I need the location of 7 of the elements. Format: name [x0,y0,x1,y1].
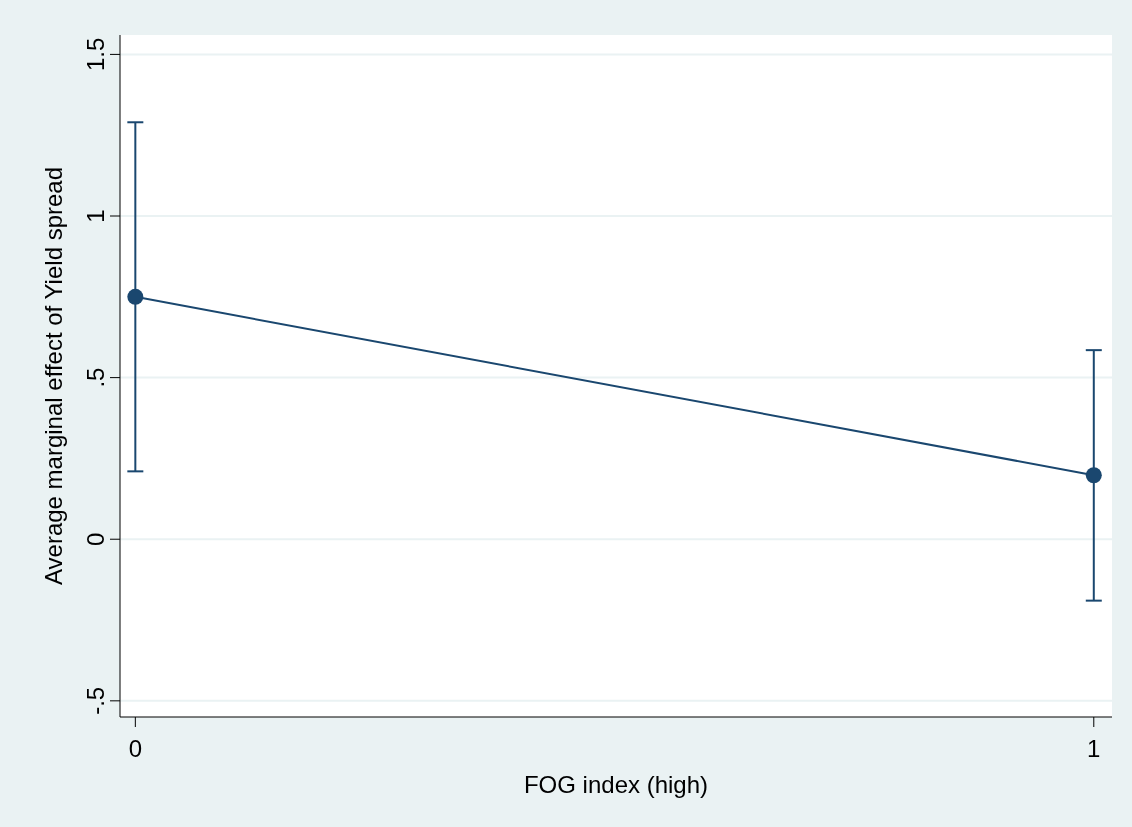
y-tick-label: .5 [82,367,109,388]
y-axis-title: Average marginal effect of Yield spread [40,166,67,586]
y-tick-label: 0 [82,532,109,546]
y-tick-label: 1 [82,209,109,223]
x-axis-title: FOG index (high) [523,771,709,798]
y-tick-label: -.5 [82,686,109,715]
y-tick-label: 1.5 [82,37,109,72]
